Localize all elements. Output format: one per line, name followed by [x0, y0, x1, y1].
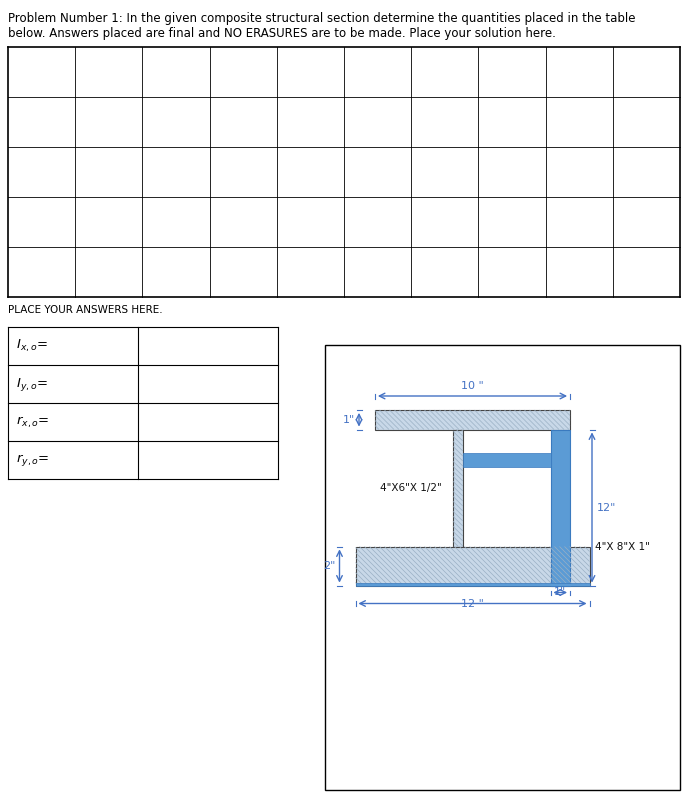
Text: 1": 1"	[554, 587, 566, 597]
Bar	[463, 453, 551, 467]
Text: 1": 1"	[343, 415, 355, 425]
Bar	[355, 547, 589, 585]
Text: Problem Number 1: In the given composite structural section determine the quanti: Problem Number 1: In the given composite…	[8, 12, 635, 40]
Text: 4"X6"X 1/2": 4"X6"X 1/2"	[380, 483, 442, 493]
Bar	[355, 583, 589, 585]
Text: 10 ": 10 "	[461, 381, 484, 391]
Bar	[325, 345, 680, 790]
Text: $I$$_{y,o}$=: $I$$_{y,o}$=	[16, 375, 48, 393]
Text: PLACE YOUR ANSWERS HERE.: PLACE YOUR ANSWERS HERE.	[8, 305, 163, 315]
Bar	[453, 430, 463, 547]
Text: $I$$_{x,o}$=: $I$$_{x,o}$=	[16, 338, 48, 354]
Text: $r$$_{x,o}$=: $r$$_{x,o}$=	[16, 415, 50, 430]
Text: 12": 12"	[597, 502, 616, 513]
Text: 4"X 8"X 1": 4"X 8"X 1"	[595, 542, 650, 551]
Bar	[551, 430, 570, 585]
Text: 12 ": 12 "	[461, 598, 484, 609]
Bar	[375, 410, 570, 430]
Text: 2": 2"	[323, 561, 335, 571]
Text: $r$$_{y,o}$=: $r$$_{y,o}$=	[16, 452, 50, 468]
